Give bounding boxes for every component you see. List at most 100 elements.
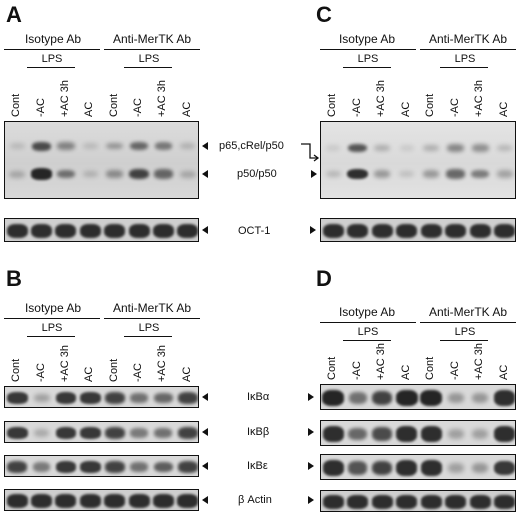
- band-single: [33, 429, 50, 437]
- band-lower: [446, 169, 466, 179]
- band-single: [322, 495, 344, 509]
- lps-underline-isotype: [343, 67, 391, 68]
- label-ikba: IκBα: [247, 391, 270, 403]
- band-upper: [180, 142, 196, 149]
- band-single: [130, 428, 148, 438]
- band-single: [445, 495, 467, 509]
- group-label-anti-mertk: Anti-MerTK Ab: [112, 32, 192, 46]
- lps-underline-anti-mertk: [440, 340, 488, 341]
- band-single: [6, 392, 28, 404]
- band-single: [396, 495, 418, 509]
- lps-underline-anti-mertk: [124, 67, 172, 68]
- band-upper: [348, 143, 368, 153]
- lps-underline-anti-mertk: [124, 336, 172, 337]
- band-single: [79, 392, 101, 404]
- band-upper: [471, 144, 489, 152]
- band-single: [322, 426, 344, 442]
- band-single: [322, 390, 345, 406]
- group-underline-anti-mertk: [420, 322, 516, 323]
- band-upper: [154, 142, 173, 150]
- band-single: [33, 393, 50, 402]
- band-single: [447, 392, 464, 404]
- band-single: [494, 390, 515, 406]
- lane-label: +AC 3h: [473, 80, 486, 117]
- arrow-ikbb-d: [308, 428, 314, 436]
- band-single: [6, 223, 28, 239]
- band-lower: [423, 170, 440, 178]
- lane-label: AC: [180, 366, 193, 382]
- lane-label: Cont: [424, 356, 437, 380]
- group-label-isotype: Isotype Ab: [338, 305, 396, 319]
- band-single: [420, 495, 442, 509]
- band-single: [445, 223, 467, 239]
- lps-label-anti-mertk: LPS: [138, 322, 160, 334]
- band-single: [104, 427, 125, 439]
- ikbe-strip-b: [4, 455, 199, 477]
- lane-label: Cont: [10, 93, 23, 117]
- lane-label: +AC 3h: [156, 80, 169, 117]
- band-upper: [9, 143, 25, 149]
- lane-label: Cont: [107, 358, 120, 382]
- lane-label: +AC 3h: [473, 343, 486, 380]
- group-underline-anti-mertk: [104, 49, 200, 50]
- band-single: [104, 223, 126, 239]
- ikbb-strip-d: [320, 420, 516, 446]
- band-single: [104, 392, 125, 404]
- band-single: [55, 494, 77, 508]
- band-single: [152, 494, 174, 508]
- panel-letter-d: D: [316, 266, 332, 291]
- arrow-p50-a: [202, 170, 208, 178]
- band-single: [420, 460, 442, 476]
- group-label-isotype: Isotype Ab: [338, 32, 396, 46]
- band-lower: [374, 170, 391, 178]
- arrow-oct1-a: [202, 226, 208, 234]
- arrow-ikbb-b: [202, 428, 208, 436]
- band-upper: [447, 144, 465, 152]
- group-label-isotype: Isotype Ab: [24, 301, 82, 315]
- band-single: [347, 495, 369, 509]
- lane-label: -AC: [350, 98, 363, 117]
- band-lower: [325, 170, 341, 178]
- panel-letter-a: A: [6, 2, 22, 27]
- band-single: [177, 461, 198, 473]
- band-single: [494, 495, 515, 509]
- band-single: [177, 427, 198, 439]
- label-oct1: OCT-1: [238, 225, 271, 237]
- band-single: [322, 223, 344, 239]
- lane-label: -AC: [448, 98, 461, 117]
- band-single: [396, 223, 418, 239]
- band-upper: [106, 142, 123, 150]
- band-single: [55, 427, 77, 439]
- arrow-actin-d: [308, 496, 314, 504]
- group-underline-isotype: [4, 318, 100, 319]
- lane-label: +AC 3h: [58, 80, 71, 117]
- arrow-ikba-b: [202, 393, 208, 401]
- group-underline-anti-mertk: [420, 49, 516, 50]
- ikba-strip-d: [320, 384, 516, 410]
- group-underline-anti-mertk: [104, 318, 200, 319]
- band-upper: [82, 143, 98, 149]
- band-single: [31, 223, 53, 239]
- band-upper: [31, 141, 52, 151]
- panel-letter-b: B: [6, 266, 22, 291]
- lane-label: -AC: [34, 98, 47, 117]
- emsa-gel-c: [320, 121, 516, 199]
- band-lower: [496, 170, 513, 178]
- band-upper: [374, 144, 391, 152]
- band-upper: [423, 144, 440, 152]
- band-single: [494, 223, 515, 239]
- band-lower: [347, 168, 369, 180]
- band-single: [153, 461, 173, 473]
- lps-label-anti-mertk: LPS: [454, 326, 476, 338]
- lane-label: AC: [83, 101, 96, 117]
- band-upper: [57, 142, 75, 150]
- emsa-gel-a: [4, 121, 199, 199]
- group-label-isotype: Isotype Ab: [24, 32, 82, 46]
- arrow-p65-a: [202, 142, 208, 150]
- lps-underline-isotype: [27, 67, 75, 68]
- lps-label-anti-mertk: LPS: [454, 53, 476, 65]
- band-single: [472, 392, 489, 404]
- arrow-ikba-d: [308, 393, 314, 401]
- band-single: [420, 223, 442, 239]
